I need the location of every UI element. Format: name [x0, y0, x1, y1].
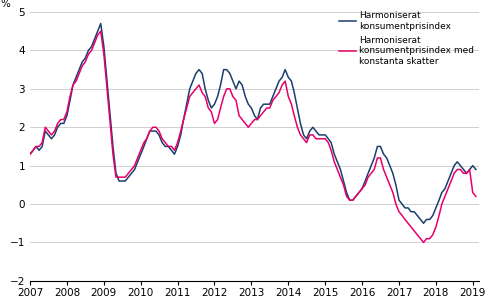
Line: Harmoniserat
konsumentprisindex: Harmoniserat konsumentprisindex	[30, 24, 476, 223]
Legend: Harmoniserat
konsumentprisindex, Harmoniserat
konsumentprisindex med
konstanta s: Harmoniserat konsumentprisindex, Harmoni…	[339, 11, 474, 66]
Line: Harmoniserat
konsumentprisindex med
konstanta skatter: Harmoniserat konsumentprisindex med kons…	[30, 31, 476, 243]
Y-axis label: %: %	[0, 0, 10, 9]
